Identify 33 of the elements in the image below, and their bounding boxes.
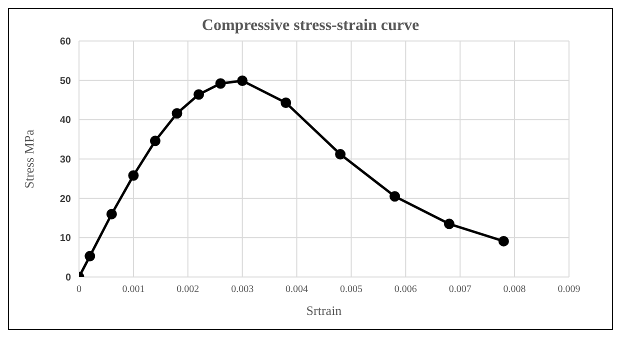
point bbox=[237, 75, 248, 86]
x-tick-label: 0.003 bbox=[231, 284, 254, 296]
x-tick-label: 0.008 bbox=[503, 284, 526, 296]
point bbox=[498, 236, 509, 246]
x-tick-label: 0.001 bbox=[122, 284, 145, 296]
point bbox=[390, 191, 400, 202]
y-tick-label: 60 bbox=[60, 36, 72, 48]
y-tick-label: 0 bbox=[65, 272, 72, 284]
x-tick-label: 0.005 bbox=[340, 284, 362, 296]
point bbox=[194, 89, 204, 100]
point bbox=[335, 149, 346, 160]
point bbox=[84, 250, 96, 262]
x-tick-label: 0.004 bbox=[286, 284, 308, 296]
point bbox=[172, 108, 182, 119]
point bbox=[444, 218, 454, 230]
x-tick-label: 0.007 bbox=[448, 284, 472, 296]
y-tick-label: 20 bbox=[60, 194, 72, 205]
chart-title: Compressive stress-strain curve bbox=[200, 17, 420, 35]
x-tick-label: 0 bbox=[76, 284, 82, 296]
y-tick-label: 40 bbox=[60, 115, 72, 126]
y-axis-title: Stress MPa bbox=[22, 129, 37, 188]
point bbox=[128, 170, 139, 181]
x-tick-label: 0.006 bbox=[394, 284, 417, 296]
point bbox=[215, 78, 226, 89]
y-tick-label: 30 bbox=[60, 154, 72, 166]
y-tick-label: 10 bbox=[60, 233, 72, 244]
x-tick-label: 0.009 bbox=[558, 284, 580, 296]
point bbox=[106, 208, 117, 220]
point bbox=[280, 98, 292, 108]
y-tick-label: 50 bbox=[60, 76, 72, 87]
point bbox=[150, 136, 160, 146]
x-tick-label: 0.002 bbox=[176, 284, 200, 296]
x-axis-title: Srtrain bbox=[306, 303, 342, 318]
